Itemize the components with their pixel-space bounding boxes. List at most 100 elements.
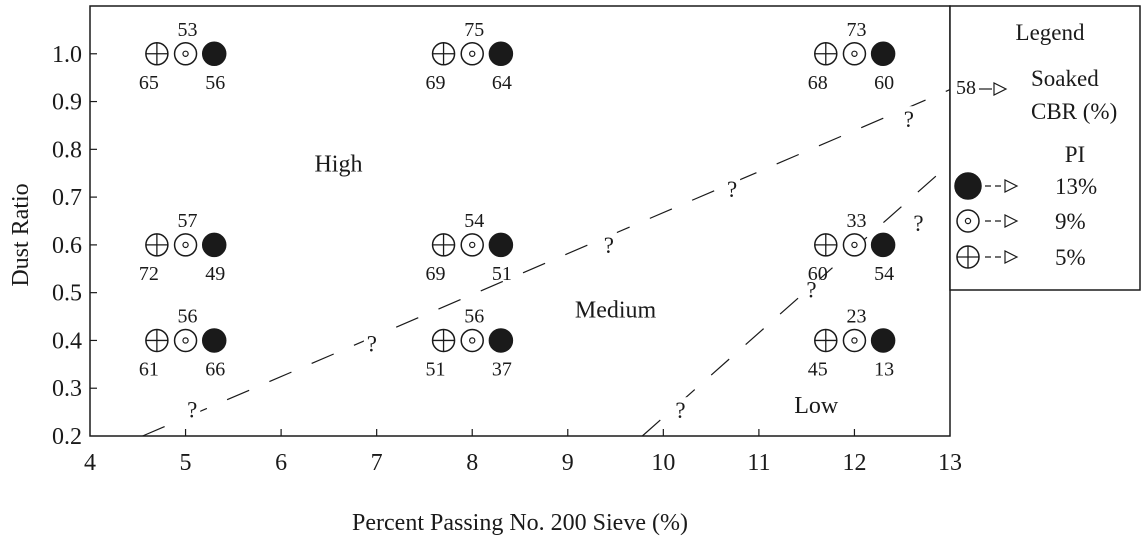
cbr-label: 54 <box>464 210 484 232</box>
question-mark-bg <box>184 396 201 422</box>
dot-circle-marker <box>842 42 867 66</box>
x-tick-label: 8 <box>466 450 478 476</box>
legend: Legend 58 Soaked CBR (%) PI 13% 9% 5% <box>949 5 1141 291</box>
data-markers: 56 64 60 49 51 54 66 37 13 53 75 73 57 54 33 56 56 23 65 69… <box>139 19 896 380</box>
y-tick-label: 0.3 <box>52 376 82 402</box>
cbr-label: 13 <box>874 358 894 380</box>
legend-arrow-head-5 <box>1004 250 1019 264</box>
x-tick-label: 5 <box>180 450 192 476</box>
question-mark-bg <box>803 276 820 302</box>
cbr-label: 60 <box>874 72 894 94</box>
question-mark: ? <box>806 277 816 302</box>
x-tick-label: 6 <box>275 450 287 476</box>
y-axis-title: Dust Ratio <box>8 183 34 286</box>
legend-cbr-label-line2: CBR (%) <box>1031 99 1117 124</box>
x-tick-label: 9 <box>562 450 574 476</box>
question-mark: ? <box>913 211 923 236</box>
x-axis-title: Percent Passing No. 200 Sieve (%) <box>352 510 688 536</box>
legend-item-5: 5% <box>1055 245 1086 270</box>
dot-circle-marker <box>173 328 198 353</box>
legend-item-9: 9% <box>1055 209 1086 234</box>
region-labels: High Medium Low <box>314 152 838 419</box>
x-tick-label: 7 <box>371 450 383 476</box>
cbr-label: 56 <box>205 72 225 94</box>
y-tick-label: 0.2 <box>52 424 82 450</box>
x-tick-label: 11 <box>747 450 770 476</box>
y-tick-label: 0.8 <box>52 137 82 163</box>
legend-item-13: 13% <box>1055 174 1097 199</box>
filled-circle-marker <box>201 328 227 353</box>
dot-circle-center <box>182 337 189 344</box>
question-mark: ? <box>727 177 737 202</box>
dot-circle-marker <box>460 233 484 257</box>
cbr-label: 65 <box>139 72 159 94</box>
cbr-label: 51 <box>426 358 446 380</box>
y-tick-label: 0.4 <box>52 328 82 354</box>
cbr-label: 60 <box>808 263 828 285</box>
boundary-line-2 <box>641 163 951 437</box>
cbr-label: 73 <box>846 19 866 41</box>
cbr-label: 54 <box>874 263 894 285</box>
dot-circle-marker <box>842 233 867 257</box>
filled-circle-marker <box>488 232 514 258</box>
cbr-label: 45 <box>808 358 828 380</box>
question-mark: ? <box>675 398 685 423</box>
cbr-label: 68 <box>808 72 828 94</box>
cbr-label: 56 <box>178 305 198 327</box>
dot-circle-marker <box>173 42 198 66</box>
legend-cbr-label-line1: Soaked <box>1031 66 1099 91</box>
cbr-label: 53 <box>178 19 198 41</box>
dot-circle-center <box>851 50 858 57</box>
question-mark-bg <box>672 397 689 423</box>
y-tick-label: 0.5 <box>52 281 82 307</box>
cbr-label: 75 <box>464 19 484 41</box>
question-mark: ? <box>187 398 197 423</box>
question-mark: ? <box>367 331 377 356</box>
region-label-low: Low <box>794 393 839 419</box>
region-label-medium: Medium <box>575 297 657 323</box>
dot-circle-center <box>469 241 476 249</box>
question-mark-bg <box>600 231 617 257</box>
legend-pi-title: PI <box>1065 142 1085 167</box>
region-label-high: High <box>314 152 362 178</box>
cbr-label: 51 <box>492 263 512 285</box>
legend-cbr-value: 58 <box>956 77 976 99</box>
cbr-label: 37 <box>492 358 512 380</box>
question-mark: ? <box>904 107 914 132</box>
boundary-line-1 <box>142 89 951 437</box>
filled-circle-marker <box>201 232 227 258</box>
filled-circle-marker <box>870 232 896 258</box>
dot-circle-center <box>851 241 858 249</box>
cbr-label: 69 <box>426 72 446 94</box>
x-tick-label: 4 <box>84 450 96 476</box>
dot-circle-marker <box>460 42 484 66</box>
filled-circle-marker <box>488 328 514 353</box>
question-mark-bg <box>900 106 917 132</box>
cbr-label: 57 <box>178 210 198 232</box>
question-mark-bg <box>363 330 380 356</box>
legend-filled-circle-icon <box>954 172 982 200</box>
cbr-label: 49 <box>205 263 225 285</box>
legend-title: Legend <box>1016 20 1085 45</box>
dot-circle-center <box>469 50 476 57</box>
legend-box <box>949 5 1141 291</box>
x-tick-label: 10 <box>651 450 675 476</box>
dot-circle-marker <box>173 233 198 257</box>
cbr-label: 61 <box>139 358 159 380</box>
legend-arrow-head-13 <box>1004 179 1019 193</box>
cbr-label: 23 <box>846 305 866 327</box>
question-mark: ? <box>604 233 614 258</box>
boundary-lines: ???????? <box>142 89 951 437</box>
question-mark-bg <box>724 175 741 201</box>
y-tick-label: 0.9 <box>52 90 82 116</box>
filled-circle-marker <box>870 328 896 353</box>
question-mark-bg <box>910 209 927 235</box>
cbr-label: 72 <box>139 263 159 285</box>
dot-circle-center <box>469 337 476 344</box>
cbr-label: 66 <box>205 358 225 380</box>
y-tick-label: 1.0 <box>52 42 82 68</box>
cbr-label: 56 <box>464 305 484 327</box>
x-tick-label: 12 <box>842 450 866 476</box>
